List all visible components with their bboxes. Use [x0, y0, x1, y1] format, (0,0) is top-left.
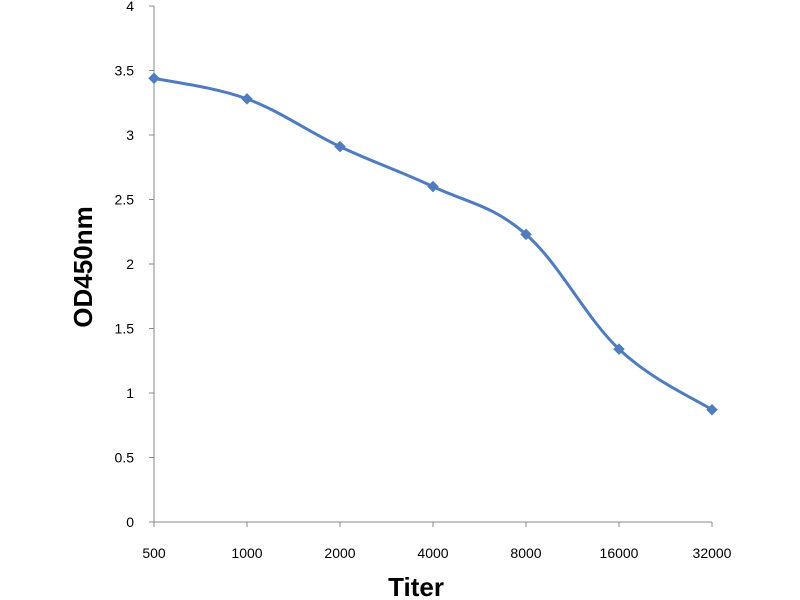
x-axis-ticks: 500 1000 2000 4000 8000 16000 32000 — [142, 522, 732, 561]
series-group — [148, 72, 718, 416]
y-axis-title: OD450nm — [68, 206, 98, 327]
y-tick-label: 0.5 — [115, 450, 135, 466]
y-tick-label: 2.5 — [115, 192, 135, 208]
y-tick-label: 3 — [126, 127, 134, 143]
data-point-marker — [334, 140, 346, 153]
x-tick-label: 8000 — [510, 545, 541, 561]
x-tick-label: 32000 — [693, 545, 732, 561]
x-axis-title: Titer — [388, 572, 444, 600]
y-tick-label: 4 — [126, 0, 134, 14]
y-tick-label: 3.5 — [115, 63, 135, 79]
x-tick-label: 4000 — [417, 545, 448, 561]
data-point-marker — [148, 72, 160, 85]
y-tick-label: 2 — [126, 256, 134, 272]
series-line — [152, 76, 714, 412]
y-tick-label: 1 — [126, 385, 134, 401]
y-tick-label: 0 — [126, 514, 134, 530]
x-tick-label: 16000 — [600, 545, 639, 561]
data-point-marker — [613, 343, 625, 355]
x-tick-label: 500 — [142, 545, 166, 561]
y-tick-label: 1.5 — [115, 321, 135, 337]
x-tick-label: 2000 — [324, 545, 355, 561]
data-point-marker — [706, 403, 718, 416]
data-point-marker — [520, 228, 532, 241]
x-tick-label: 1000 — [231, 545, 262, 561]
data-point-marker — [241, 93, 253, 105]
data-point-marker — [427, 180, 439, 193]
y-axis-ticks: 0 0.5 1 1.5 2 2.5 3 3.5 4 — [115, 0, 154, 530]
